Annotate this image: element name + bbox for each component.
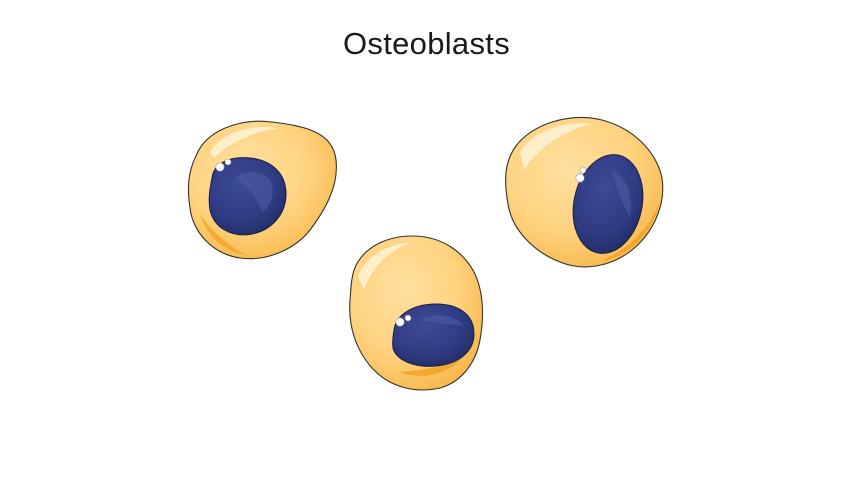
cytoplasm-highlight-right [520, 123, 592, 170]
osteoblast-cell-center [349, 235, 483, 391]
nucleolus-dot-right [575, 173, 585, 183]
nucleus-highlight-center [420, 315, 464, 326]
nucleus-right [572, 154, 644, 254]
cytoplasm-highlight-center [358, 242, 412, 290]
nucleus-center [392, 303, 475, 367]
slide-title: Osteoblasts [343, 26, 510, 61]
nucleolus-dot-center [395, 317, 405, 327]
cytoplasm-highlight-left [210, 127, 278, 158]
nucleus-highlight-right [612, 170, 632, 218]
nucleolus-dot-right-2 [579, 166, 587, 174]
osteoblast-cell-left [187, 120, 337, 260]
cytoplasm-edge-center [400, 356, 464, 376]
nucleolus-dot-left-2 [224, 158, 232, 166]
osteoblast-cell-right [505, 117, 664, 268]
nucleolus-dot-left [215, 162, 225, 172]
nucleus-highlight-left [236, 172, 273, 212]
nucleolus-dot-center-2 [404, 314, 412, 322]
